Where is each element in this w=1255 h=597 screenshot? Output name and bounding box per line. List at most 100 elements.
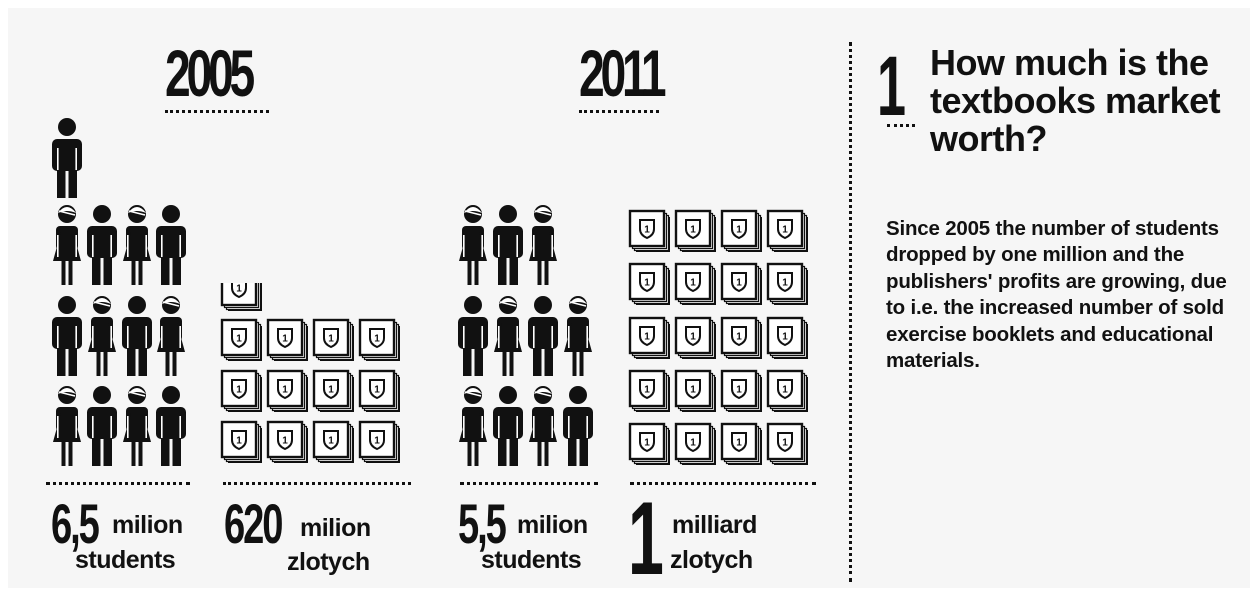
students-2011-unit: milion [517, 511, 588, 539]
textbook-icon: 1 [628, 422, 670, 465]
book-number-label: 1 [644, 332, 650, 343]
person-icon [53, 386, 81, 466]
person-icon [53, 205, 81, 285]
students-2011-label: students [481, 546, 582, 574]
book-number-label: 1 [374, 334, 380, 345]
textbook-icon: 1 [766, 209, 808, 252]
textbook-icon: 1 [674, 209, 716, 252]
person-icon [563, 386, 593, 466]
book-number-label: 1 [236, 284, 242, 295]
students-2005-unit: milion [112, 511, 183, 539]
person-icon [493, 205, 523, 285]
students-2005-label: students [75, 546, 176, 574]
textbook-icon: 1 [720, 369, 762, 412]
book-number-label: 1 [282, 334, 288, 345]
textbook-icon: 1 [312, 318, 354, 361]
person-icon [122, 296, 152, 376]
book-number-label: 1 [690, 332, 696, 343]
textbook-icon: 1 [766, 262, 808, 305]
textbook-icon: 1 [266, 369, 308, 412]
money-2011-unit: milliard [672, 511, 757, 539]
book-number-label: 1 [736, 332, 742, 343]
year-2011-underline [579, 110, 659, 113]
book-number-label: 1 [644, 385, 650, 396]
textbook-icon: 1 [720, 316, 762, 359]
textbook-icon: 1 [266, 420, 308, 463]
person-icon [156, 386, 186, 466]
book-number-label: 1 [282, 436, 288, 447]
person-icon [52, 118, 82, 198]
person-icon [88, 296, 116, 376]
book-number-label: 1 [328, 334, 334, 345]
person-icon [87, 205, 117, 285]
textbook-icon: 1 [720, 262, 762, 305]
person-icon [459, 205, 487, 285]
question-title: How much is the textbooks market worth? [930, 42, 1221, 159]
money-2005-baseline [223, 482, 411, 485]
textbook-icon: 1 [628, 262, 670, 305]
book-number-label: 1 [782, 438, 788, 449]
book-number-label: 1 [644, 278, 650, 289]
textbook-icon: 1 [628, 209, 670, 252]
book-number-label: 1 [236, 385, 242, 396]
person-icon [564, 296, 592, 376]
book-number-label: 1 [236, 334, 242, 345]
year-2005-heading: 2005 [165, 36, 255, 110]
person-icon [52, 296, 82, 376]
textbook-icon: 1 [674, 316, 716, 359]
textbook-icon: 1 [674, 422, 716, 465]
students-2011-number: 5,5 [458, 492, 507, 555]
book-number-label: 1 [236, 436, 242, 447]
question-body: Since 2005 the number of students droppe… [886, 217, 1227, 373]
money-2011-baseline [630, 482, 816, 485]
book-number-label: 1 [644, 225, 650, 236]
money-2005-number: 620 [224, 492, 283, 555]
book-number-label: 1 [328, 385, 334, 396]
person-icon [157, 296, 185, 376]
book-number-label: 1 [374, 436, 380, 447]
students-2005-number: 6,5 [51, 492, 100, 555]
textbook-icon: 1 [628, 369, 670, 412]
book-number-label: 1 [782, 225, 788, 236]
textbook-icon: 1 [266, 318, 308, 361]
book-number-label: 1 [644, 438, 650, 449]
book-number-label: 1 [328, 436, 334, 447]
money-2005-label: zlotych [287, 548, 370, 576]
textbook-icon: 1 [220, 369, 262, 412]
person-icon [87, 386, 117, 466]
textbook-icon: 1 [220, 318, 262, 361]
person-icon [494, 296, 522, 376]
book-number-label: 1 [736, 225, 742, 236]
book-number-label: 1 [282, 385, 288, 396]
book-number-label: 1 [690, 438, 696, 449]
textbook-icon: 1 [766, 316, 808, 359]
textbook-icon: 1 [358, 420, 400, 463]
textbook-icon: 1 [766, 369, 808, 412]
money-2005-unit: milion [300, 514, 371, 542]
book-number-label: 1 [782, 332, 788, 343]
question-number-underline [887, 124, 915, 127]
textbook-icon: 1 [766, 422, 808, 465]
textbook-icon: 1 [628, 316, 670, 359]
textbook-icon: 1 [358, 369, 400, 412]
section-divider [849, 42, 852, 582]
book-number-label: 1 [690, 225, 696, 236]
textbook-icon: 1 [674, 369, 716, 412]
question-number: 1 [877, 39, 906, 133]
person-icon [458, 296, 488, 376]
textbook-partial-icon: 1 [220, 283, 262, 311]
person-icon [459, 386, 487, 466]
person-icon [529, 386, 557, 466]
book-number-label: 1 [736, 278, 742, 289]
textbook-icon: 1 [720, 209, 762, 252]
person-icon [156, 205, 186, 285]
book-number-label: 1 [782, 278, 788, 289]
person-icon [123, 205, 151, 285]
book-number-label: 1 [374, 385, 380, 396]
textbook-icon: 1 [358, 318, 400, 361]
book-number-label: 1 [736, 385, 742, 396]
money-2011-number: 1 [628, 481, 664, 597]
